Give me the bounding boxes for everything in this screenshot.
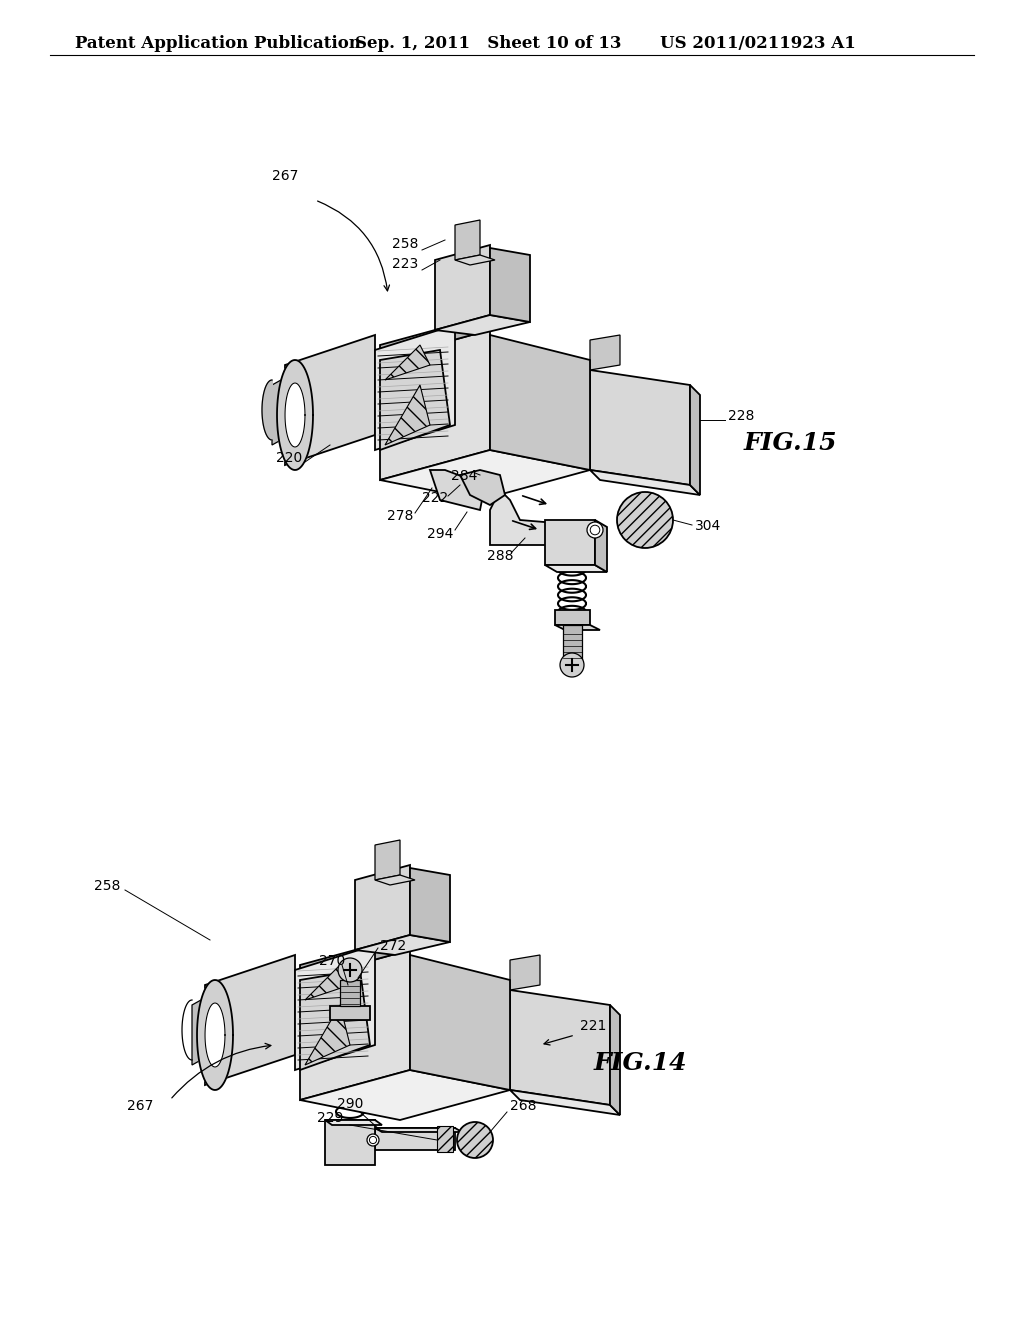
Polygon shape <box>555 624 600 630</box>
Polygon shape <box>300 970 370 1071</box>
Polygon shape <box>380 450 590 500</box>
Text: 258: 258 <box>391 238 418 251</box>
Circle shape <box>617 492 673 548</box>
Polygon shape <box>410 869 450 942</box>
Polygon shape <box>490 490 580 545</box>
Polygon shape <box>325 1119 382 1125</box>
Polygon shape <box>455 255 495 265</box>
Polygon shape <box>375 875 415 884</box>
Text: 284: 284 <box>451 469 477 483</box>
Text: 221: 221 <box>580 1019 606 1034</box>
Text: 222: 222 <box>422 491 449 506</box>
Text: 278: 278 <box>387 510 414 523</box>
Text: 267: 267 <box>127 1100 154 1113</box>
Polygon shape <box>435 315 530 335</box>
Text: 268: 268 <box>510 1100 537 1113</box>
Text: 229: 229 <box>316 1111 343 1125</box>
Polygon shape <box>375 325 455 450</box>
Polygon shape <box>375 1129 455 1150</box>
Polygon shape <box>197 979 233 1090</box>
Polygon shape <box>272 375 290 445</box>
Polygon shape <box>295 945 375 1071</box>
Polygon shape <box>590 370 690 484</box>
Polygon shape <box>355 935 450 954</box>
Polygon shape <box>460 470 505 506</box>
Text: Patent Application Publication: Patent Application Publication <box>75 36 360 51</box>
Polygon shape <box>430 470 485 510</box>
Circle shape <box>560 653 584 677</box>
Polygon shape <box>610 1005 620 1115</box>
Text: 290: 290 <box>337 1097 364 1111</box>
Text: 294: 294 <box>427 527 454 541</box>
Text: 258: 258 <box>93 879 120 894</box>
Polygon shape <box>435 246 490 330</box>
Polygon shape <box>385 385 430 445</box>
Polygon shape <box>205 1003 225 1067</box>
Circle shape <box>457 1122 493 1158</box>
Polygon shape <box>300 935 410 979</box>
Text: 272: 272 <box>380 939 407 953</box>
Polygon shape <box>690 385 700 495</box>
Polygon shape <box>590 470 700 495</box>
Text: 228: 228 <box>728 409 755 422</box>
Polygon shape <box>325 1119 375 1166</box>
Polygon shape <box>300 1071 510 1119</box>
Polygon shape <box>300 950 410 1100</box>
Polygon shape <box>437 1126 453 1152</box>
Polygon shape <box>455 220 480 260</box>
Polygon shape <box>555 610 590 624</box>
Polygon shape <box>590 335 620 370</box>
Polygon shape <box>510 1090 620 1115</box>
Polygon shape <box>285 383 305 447</box>
Polygon shape <box>380 350 450 450</box>
Polygon shape <box>380 315 490 360</box>
Text: 220: 220 <box>275 451 302 465</box>
Polygon shape <box>490 248 530 322</box>
Text: US 2011/0211923 A1: US 2011/0211923 A1 <box>660 36 856 51</box>
Polygon shape <box>410 954 510 1090</box>
Text: FIG.14: FIG.14 <box>593 1051 687 1074</box>
Polygon shape <box>385 345 430 380</box>
Circle shape <box>587 521 603 539</box>
Polygon shape <box>305 1005 350 1065</box>
Text: 270: 270 <box>318 954 345 968</box>
Text: 267: 267 <box>271 169 298 183</box>
Text: 288: 288 <box>486 549 513 564</box>
Polygon shape <box>355 865 410 950</box>
Polygon shape <box>545 565 607 572</box>
Circle shape <box>367 1134 379 1146</box>
Polygon shape <box>205 954 295 1085</box>
Polygon shape <box>278 360 313 470</box>
Text: FIG.15: FIG.15 <box>743 432 837 455</box>
Polygon shape <box>330 1006 370 1020</box>
Polygon shape <box>490 335 590 470</box>
Polygon shape <box>510 954 540 990</box>
Polygon shape <box>375 1129 462 1133</box>
Polygon shape <box>305 965 350 1001</box>
Polygon shape <box>340 979 360 1006</box>
Polygon shape <box>595 520 607 572</box>
Text: 223: 223 <box>392 257 418 271</box>
Text: 304: 304 <box>695 519 721 533</box>
Polygon shape <box>262 380 272 440</box>
Text: Sep. 1, 2011   Sheet 10 of 13: Sep. 1, 2011 Sheet 10 of 13 <box>355 36 622 51</box>
Polygon shape <box>285 335 375 465</box>
Polygon shape <box>545 520 595 565</box>
Polygon shape <box>375 840 400 880</box>
Polygon shape <box>193 995 210 1065</box>
Polygon shape <box>380 330 490 480</box>
Polygon shape <box>510 990 610 1105</box>
Circle shape <box>338 958 362 982</box>
Polygon shape <box>563 624 582 660</box>
